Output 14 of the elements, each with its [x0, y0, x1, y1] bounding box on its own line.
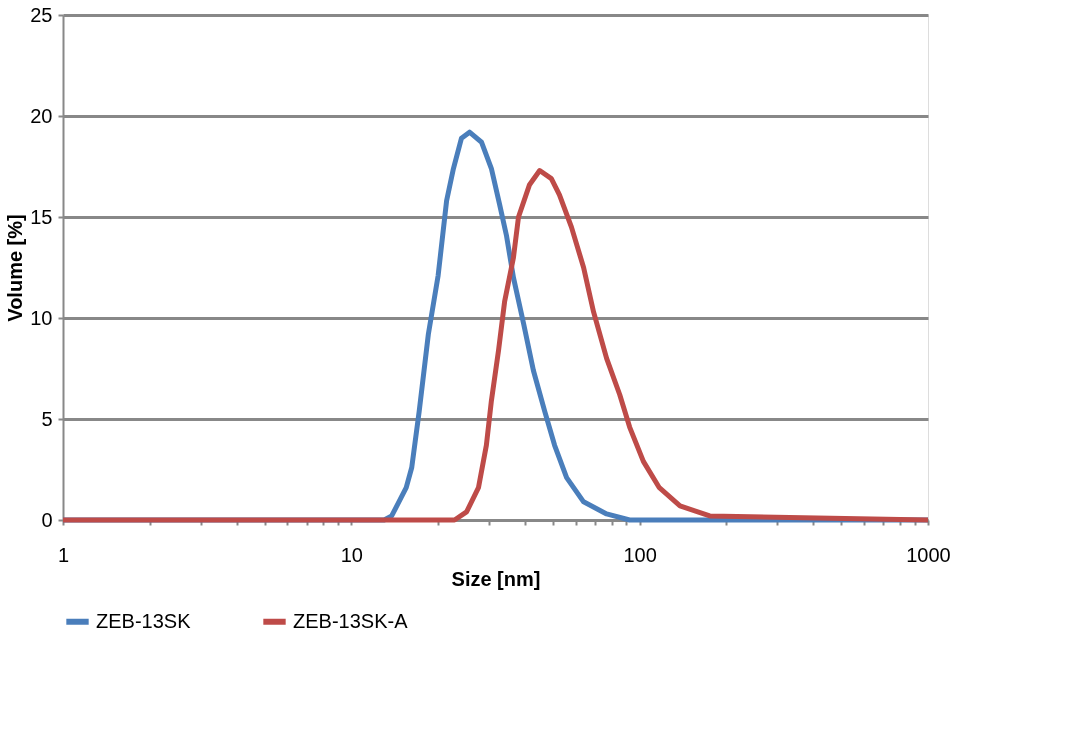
legend-label: ZEB-13SK-A: [293, 609, 409, 632]
legend-label: ZEB-13SK: [96, 609, 192, 632]
y-tick-label: 20: [30, 104, 53, 127]
x-tick-label: 1: [57, 543, 70, 566]
y-tick-label: 15: [30, 205, 53, 228]
x-tick-label: 1000: [906, 543, 951, 566]
x-axis-title: Size [nm]: [451, 567, 541, 590]
y-tick-label: 25: [30, 3, 53, 26]
x-tick-label: 10: [340, 543, 363, 566]
y-axis-title: Volume [%]: [4, 214, 27, 322]
y-tick-label: 0: [41, 508, 53, 531]
y-tick-label: 10: [30, 306, 53, 329]
x-tick-label: 100: [623, 543, 657, 566]
y-tick-label: 5: [41, 407, 53, 430]
